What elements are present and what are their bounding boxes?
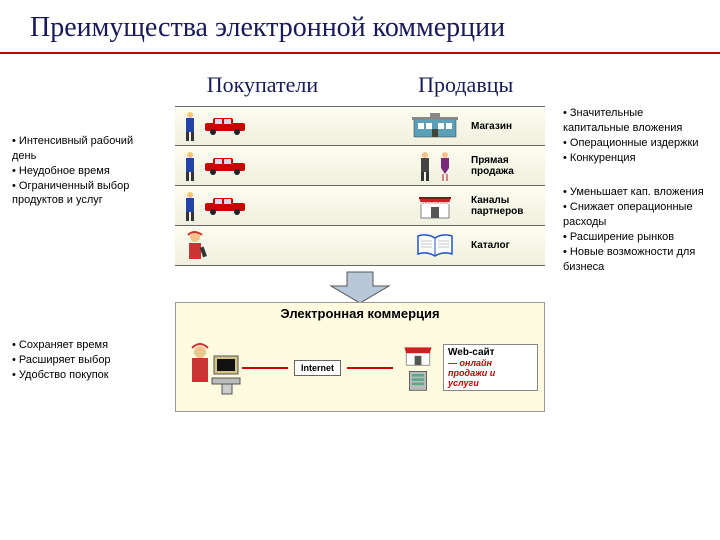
website-heading: Web-сайт [448,347,533,358]
row-label-channels: Каналы партнеров [471,195,539,217]
salesperson-icon [438,151,452,181]
person-icon [183,111,197,141]
storefront-icon [419,193,451,219]
sellers-header: Продавцы [418,72,513,98]
arrow-down-icon [325,270,395,304]
buyers-column: • Интенсивный рабочий день • Неудобное в… [12,106,157,412]
row-catalog: Каталог [175,226,545,266]
row-label-direct: Прямая продажа [471,155,539,177]
store-building-icon [412,113,458,139]
catalog-book-icon [416,234,454,258]
computer-user-icon [182,338,242,398]
website-line2: продажи и [448,368,533,378]
person-icon [183,191,197,221]
car-icon [203,157,247,175]
ecommerce-title: Электронная коммерция [176,303,544,324]
server-stack-icon [393,344,443,392]
row-direct: Прямая продажа [175,146,545,186]
diagram-center: Магазин Прямая продажа Каналы партнеров [157,106,563,412]
person-phone-icon [183,231,213,261]
website-line1: — онлайн [448,358,533,368]
car-icon [203,197,247,215]
row-label-store: Магазин [471,121,539,132]
network-line [242,367,288,369]
row-label-catalog: Каталог [471,240,539,251]
buyers-header: Покупатели [207,72,318,98]
row-store: Магазин [175,106,545,146]
sellers-benefits: • Уменьшает кап. вложения • Снижает опер… [563,185,708,274]
sellers-problems: • Значительные капитальные вложения • Оп… [563,106,708,165]
website-label-box: Web-сайт — онлайн продажи и услуги [443,344,538,391]
buyers-benefits: • Сохраняет время • Расширяет выбор • Уд… [12,338,157,383]
content-area: • Интенсивный рабочий день • Неудобное в… [0,106,720,412]
website-line3: услуги [448,378,533,388]
network-line [347,367,393,369]
page-title: Преимущества электронной коммерции [30,12,690,44]
person-icon [183,151,197,181]
column-headers: Покупатели Продавцы [0,72,720,98]
title-bar: Преимущества электронной коммерции [0,0,720,54]
row-channels: Каналы партнеров [175,186,545,226]
buyers-problems: • Интенсивный рабочий день • Неудобное в… [12,134,157,208]
sellers-column: • Значительные капитальные вложения • Оп… [563,106,708,412]
ecommerce-box: Электронная коммерция Internet Web- [175,302,545,412]
internet-label: Internet [294,360,341,376]
salesperson-icon [418,151,432,181]
car-icon [203,117,247,135]
